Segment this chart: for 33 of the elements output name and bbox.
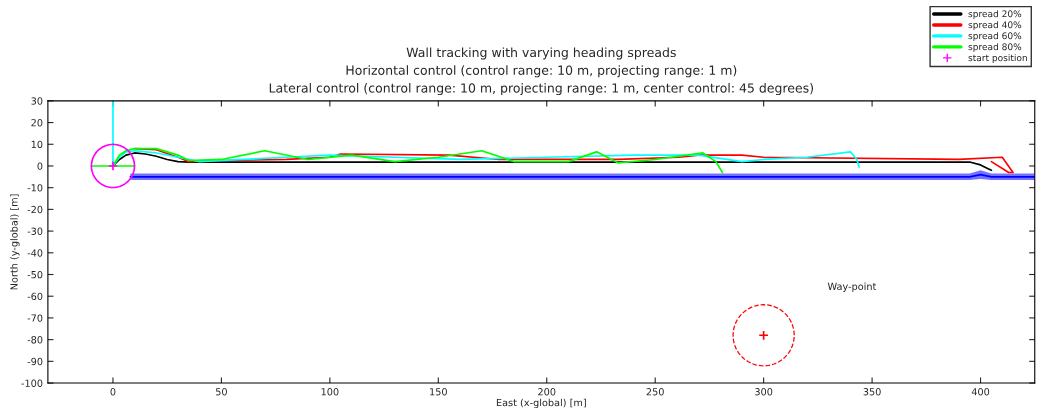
x-axis-title: East (x-global) [m] <box>496 398 586 409</box>
x-tick-label: 300 <box>755 388 773 396</box>
y-tick-label: -20 <box>27 205 43 214</box>
x-tick-label: 350 <box>863 388 881 396</box>
x-tick-label: 50 <box>215 388 227 396</box>
x-tick-label: 100 <box>321 388 339 396</box>
y-tick-label: -10 <box>27 184 43 192</box>
chart-title: Wall tracking with varying heading spreads <box>406 47 676 60</box>
y-tick-label: 10 <box>31 140 43 149</box>
x-tick-label: 0 <box>110 388 116 396</box>
y-tick-label: -50 <box>27 270 43 279</box>
y-tick-label: -80 <box>27 336 43 344</box>
x-tick-label: 400 <box>971 388 990 396</box>
chart-subtitle: Horizontal control (control range: 10 m, projecting range: 1 m) Lateral control (control range: 10 m, projecting range: 1 m, center control: 45 degrees) <box>269 65 813 96</box>
y-tick-label: -60 <box>27 292 43 301</box>
legend-label: spread 60% <box>968 32 1022 41</box>
y-tick-label: 20 <box>31 119 43 127</box>
annotation: Way-point <box>827 282 877 292</box>
legend-label: start position <box>968 54 1027 63</box>
legend-label: spread 40% <box>968 21 1022 30</box>
y-tick-label: -100 <box>21 379 43 387</box>
y-tick-label: -30 <box>27 227 43 235</box>
legend-label: spread 80% <box>968 43 1022 52</box>
y-tick-label: -40 <box>27 249 43 257</box>
legend-label: spread 20% <box>968 10 1022 19</box>
x-tick-label: 250 <box>646 388 664 396</box>
x-tick-label: 150 <box>430 388 447 396</box>
y-tick-label: 0 <box>37 162 43 170</box>
y-axis-title: North (y-global) [m] <box>10 194 20 290</box>
y-tick-label: -90 <box>27 357 43 366</box>
x-tick-label: 200 <box>538 388 556 396</box>
y-tick-label: 30 <box>31 97 43 105</box>
y-tick-label: -70 <box>27 314 43 322</box>
